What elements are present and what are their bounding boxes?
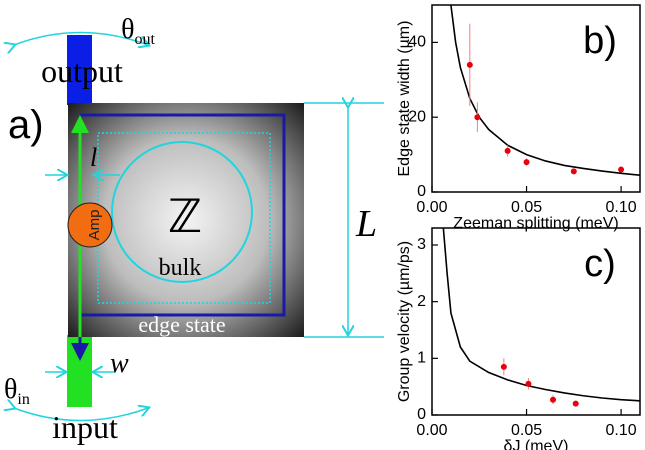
- y-tick-label: 2: [417, 293, 426, 310]
- theta-symbol: θ: [4, 374, 17, 405]
- x-tick-label: 0.00: [416, 422, 447, 439]
- z-label: ℤ: [168, 190, 202, 242]
- x-axis-label: Zeeman splitting (meV): [453, 215, 618, 232]
- x-axis-label: δJ (meV): [504, 438, 569, 450]
- y-axis-label: Group velocity (µm/ps): [396, 241, 413, 402]
- w-label: w: [110, 348, 129, 379]
- output-label: output: [41, 53, 123, 89]
- x-tick-label: 0.10: [606, 422, 637, 439]
- panel-label: a): [8, 103, 44, 147]
- data-point: [618, 167, 624, 173]
- data-point: [524, 159, 530, 165]
- theta-out: θout: [121, 14, 155, 48]
- data-point: [550, 397, 556, 403]
- x-tick-label: 0.05: [511, 422, 542, 439]
- theta-symbol: θ: [121, 14, 134, 45]
- x-tick-label: 0.00: [416, 199, 447, 216]
- panel-label: b): [583, 20, 617, 62]
- y-tick-label: 0: [417, 406, 426, 423]
- data-point: [474, 114, 480, 120]
- input-label: input: [52, 409, 118, 445]
- data-point: [467, 62, 473, 68]
- y-axis-label: Edge state width (µm): [396, 21, 413, 177]
- data-point: [505, 148, 511, 154]
- theta-sub: in: [17, 391, 29, 408]
- y-tick-label: 1: [417, 350, 426, 367]
- bulk-label: bulk: [159, 255, 202, 281]
- theta-sub: out: [134, 31, 155, 48]
- x-tick-label: 0.05: [511, 199, 542, 216]
- y-tick-label: 0: [417, 183, 426, 200]
- data-point: [501, 364, 507, 370]
- l-label: l: [90, 143, 97, 172]
- amp-label: Amp: [86, 210, 103, 241]
- L-label: L: [355, 203, 377, 245]
- y-tick-label: 3: [417, 236, 426, 253]
- data-point: [571, 168, 577, 174]
- figure: Amp θout output a) l ℤ bulk edge state L…: [0, 0, 645, 450]
- data-point: [525, 381, 531, 387]
- panel-label: c): [584, 243, 616, 285]
- theta-in: θin: [4, 374, 30, 408]
- data-point: [573, 401, 579, 407]
- edge-state-label: edge state: [138, 312, 225, 337]
- x-tick-label: 0.10: [606, 199, 637, 216]
- diagram: Amp θout output a) l ℤ bulk edge state L…: [4, 14, 384, 445]
